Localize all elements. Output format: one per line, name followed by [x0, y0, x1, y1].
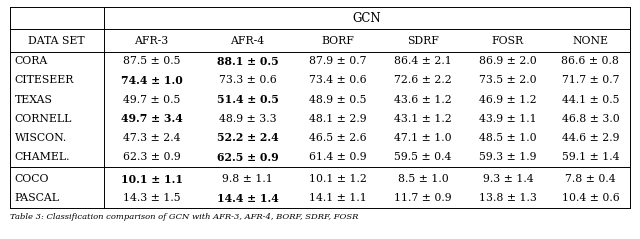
- Text: WISCON.: WISCON.: [15, 133, 67, 143]
- Text: 11.7 ± 0.9: 11.7 ± 0.9: [394, 193, 452, 203]
- Text: 86.9 ± 2.0: 86.9 ± 2.0: [479, 56, 537, 66]
- Text: CHAMEL.: CHAMEL.: [15, 152, 70, 162]
- Text: AFR-3: AFR-3: [134, 36, 169, 45]
- Text: 59.3 ± 1.9: 59.3 ± 1.9: [479, 152, 537, 162]
- Text: SDRF: SDRF: [407, 36, 439, 45]
- Text: Table 3: Classification comparison of GCN with AFR-3, AFR-4, BORF, SDRF, FOSR: Table 3: Classification comparison of GC…: [10, 213, 358, 221]
- Text: 73.5 ± 2.0: 73.5 ± 2.0: [479, 76, 537, 85]
- Text: 43.9 ± 1.1: 43.9 ± 1.1: [479, 114, 537, 124]
- Text: PASCAL: PASCAL: [15, 193, 60, 203]
- Text: 49.7 ± 3.4: 49.7 ± 3.4: [121, 113, 182, 124]
- Text: 87.9 ± 0.7: 87.9 ± 0.7: [309, 56, 367, 66]
- Text: 49.7 ± 0.5: 49.7 ± 0.5: [123, 95, 180, 105]
- Text: 14.4 ± 1.4: 14.4 ± 1.4: [217, 193, 278, 204]
- Text: 10.1 ± 1.1: 10.1 ± 1.1: [120, 174, 182, 185]
- Text: FOSR: FOSR: [492, 36, 524, 45]
- Text: 46.5 ± 2.6: 46.5 ± 2.6: [309, 133, 367, 143]
- Text: 43.1 ± 1.2: 43.1 ± 1.2: [394, 114, 452, 124]
- Text: 61.4 ± 0.9: 61.4 ± 0.9: [309, 152, 367, 162]
- Text: 9.8 ± 1.1: 9.8 ± 1.1: [222, 174, 273, 184]
- Text: 43.6 ± 1.2: 43.6 ± 1.2: [394, 95, 452, 105]
- Text: COCO: COCO: [15, 174, 49, 184]
- Text: 13.8 ± 1.3: 13.8 ± 1.3: [479, 193, 537, 203]
- Text: 72.6 ± 2.2: 72.6 ± 2.2: [394, 76, 452, 85]
- Text: CITESEER: CITESEER: [15, 76, 74, 85]
- Text: 48.1 ± 2.9: 48.1 ± 2.9: [309, 114, 367, 124]
- Text: BORF: BORF: [322, 36, 355, 45]
- Text: 8.5 ± 1.0: 8.5 ± 1.0: [397, 174, 449, 184]
- Text: 87.5 ± 0.5: 87.5 ± 0.5: [123, 56, 180, 66]
- Text: 44.6 ± 2.9: 44.6 ± 2.9: [562, 133, 619, 143]
- Text: 47.1 ± 1.0: 47.1 ± 1.0: [394, 133, 452, 143]
- Text: 59.1 ± 1.4: 59.1 ± 1.4: [562, 152, 619, 162]
- Text: CORNELL: CORNELL: [15, 114, 72, 124]
- Text: GCN: GCN: [353, 12, 381, 25]
- Text: AFR-4: AFR-4: [230, 36, 265, 45]
- Text: 73.3 ± 0.6: 73.3 ± 0.6: [219, 76, 276, 85]
- Text: TEXAS: TEXAS: [15, 95, 52, 105]
- Text: 48.5 ± 1.0: 48.5 ± 1.0: [479, 133, 537, 143]
- Text: CORA: CORA: [15, 56, 48, 66]
- Text: 59.5 ± 0.4: 59.5 ± 0.4: [394, 152, 452, 162]
- Text: 14.3 ± 1.5: 14.3 ± 1.5: [123, 193, 180, 203]
- Text: 88.1 ± 0.5: 88.1 ± 0.5: [217, 56, 278, 67]
- Text: 47.3 ± 2.4: 47.3 ± 2.4: [123, 133, 180, 143]
- Text: 86.6 ± 0.8: 86.6 ± 0.8: [561, 56, 620, 66]
- Text: 9.3 ± 1.4: 9.3 ± 1.4: [483, 174, 533, 184]
- Text: 10.1 ± 1.2: 10.1 ± 1.2: [309, 174, 367, 184]
- Text: 14.1 ± 1.1: 14.1 ± 1.1: [309, 193, 367, 203]
- Text: 62.5 ± 0.9: 62.5 ± 0.9: [217, 152, 278, 163]
- Text: 73.4 ± 0.6: 73.4 ± 0.6: [309, 76, 367, 85]
- Text: 86.4 ± 2.1: 86.4 ± 2.1: [394, 56, 452, 66]
- Text: DATA SET: DATA SET: [28, 36, 85, 45]
- Text: 46.9 ± 1.2: 46.9 ± 1.2: [479, 95, 537, 105]
- Text: 71.7 ± 0.7: 71.7 ± 0.7: [562, 76, 619, 85]
- Text: 48.9 ± 0.5: 48.9 ± 0.5: [309, 95, 367, 105]
- Text: 7.8 ± 0.4: 7.8 ± 0.4: [565, 174, 616, 184]
- Text: 46.8 ± 3.0: 46.8 ± 3.0: [561, 114, 620, 124]
- Text: 62.3 ± 0.9: 62.3 ± 0.9: [123, 152, 180, 162]
- Text: 44.1 ± 0.5: 44.1 ± 0.5: [562, 95, 619, 105]
- Text: 10.4 ± 0.6: 10.4 ± 0.6: [561, 193, 620, 203]
- Text: 48.9 ± 3.3: 48.9 ± 3.3: [219, 114, 276, 124]
- Text: 51.4 ± 0.5: 51.4 ± 0.5: [217, 94, 278, 105]
- Text: 74.4 ± 1.0: 74.4 ± 1.0: [121, 75, 182, 86]
- Text: 52.2 ± 2.4: 52.2 ± 2.4: [217, 132, 278, 143]
- Text: NONE: NONE: [572, 36, 609, 45]
